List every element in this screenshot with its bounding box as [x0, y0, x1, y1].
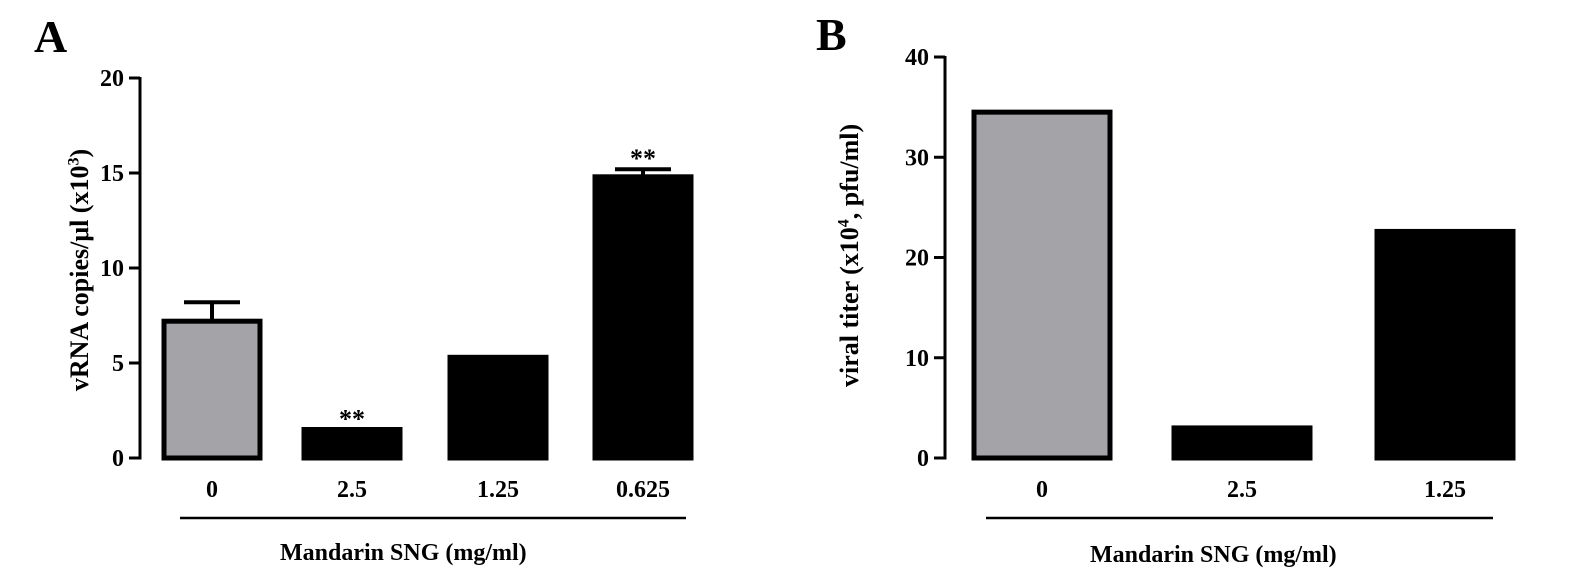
x-axis-label-a: Mandarin SNG (mg/ml) — [280, 540, 527, 566]
y-tick-label: 10 — [905, 346, 929, 372]
y-tick-label: 0 — [917, 446, 929, 472]
bar-1.25 — [447, 354, 549, 461]
chart-panel-a: A vRNA copies/μl (x103) 0 5 10 15 20 0 ** 2.5 1.… — [0, 0, 780, 585]
x-tick-label: 2.5 — [337, 477, 367, 503]
bar-2.5 — [1171, 425, 1313, 461]
y-tick-label: 10 — [100, 256, 124, 282]
bar-0 — [161, 318, 263, 461]
x-tick-label: 1.25 — [477, 477, 519, 503]
significance-marker: ** — [630, 144, 656, 173]
x-tick-label: 0.625 — [616, 477, 670, 503]
x-tick-label: 2.5 — [1227, 477, 1257, 503]
x-tick-label: 0 — [1036, 477, 1048, 503]
bar-1.25 — [1374, 228, 1516, 461]
y-tick-label: 20 — [905, 246, 929, 272]
chart-panel-b: B viral titer (x104, pfu/ml) 0 10 20 30 40 0 2… — [800, 0, 1592, 585]
bar-0 — [971, 109, 1113, 461]
x-tick-label: 1.25 — [1424, 477, 1466, 503]
bar-2.5 — [301, 427, 403, 461]
bar-chart-b: 0 10 20 30 40 0 2.5 1.25 — [905, 45, 1516, 520]
x-axis-label-b: Mandarin SNG (mg/ml) — [1090, 542, 1337, 568]
y-tick-label: 30 — [905, 145, 929, 171]
y-tick-label: 20 — [100, 66, 124, 92]
bar-0.625 — [592, 174, 694, 461]
panel-label-b: B — [816, 9, 847, 60]
panel-label-a: A — [34, 11, 68, 62]
y-tick-label: 5 — [112, 351, 124, 377]
significance-marker: ** — [339, 405, 365, 434]
y-tick-label: 15 — [100, 161, 124, 187]
y-tick-label: 0 — [112, 446, 124, 472]
y-tick-label: 40 — [905, 45, 929, 71]
x-tick-label: 0 — [206, 477, 218, 503]
bar-chart-a: 0 5 10 15 20 0 ** 2.5 1.25 ** 0.625 — [100, 66, 694, 520]
